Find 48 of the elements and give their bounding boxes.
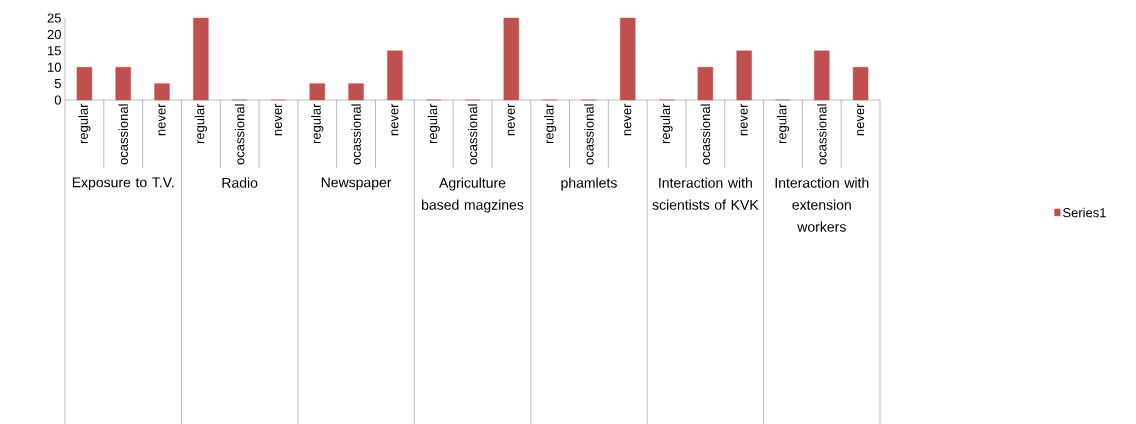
- text: phamlets: [561, 177, 617, 191]
- x-tick-label: never: [158, 103, 166, 136]
- x-tick-label: never: [507, 103, 515, 136]
- x-tick-label: ocassional: [467, 104, 478, 165]
- bar: [348, 83, 364, 101]
- x-tick-label: ocassional: [118, 104, 128, 165]
- x-tick-label: regular: [776, 103, 790, 144]
- y-tick-label: 5: [54, 79, 61, 89]
- y-tick-label: 0: [54, 95, 61, 105]
- x-tick-label: never: [391, 103, 399, 136]
- x-tick-label: regular: [544, 103, 557, 144]
- text: Newspaper: [321, 177, 392, 191]
- text: Agriculture based magzines: [422, 177, 524, 213]
- x-tick-label: regular: [427, 103, 440, 144]
- x-tick-label: ocassional: [700, 104, 711, 165]
- bar: [697, 67, 714, 101]
- bar: [115, 67, 131, 101]
- bar: [387, 50, 403, 101]
- bar: [193, 17, 209, 101]
- bar: [814, 50, 830, 101]
- text: Exposure to T.V.: [72, 177, 174, 191]
- x-tick-label: ocassional: [817, 104, 827, 165]
- bar: [309, 83, 325, 101]
- x-tick-label: regular: [311, 103, 324, 144]
- text: Radio: [222, 177, 258, 188]
- x-tick-label: ocassional: [584, 104, 594, 165]
- x-tick-label: ocassional: [234, 104, 245, 165]
- y-tick-label: 15: [48, 46, 61, 56]
- x-tick-label: never: [740, 103, 748, 136]
- bar: [620, 17, 636, 101]
- x-tick-label: never: [274, 103, 283, 136]
- bar: [503, 17, 520, 101]
- text: Interaction with scientists of KVK: [652, 177, 759, 210]
- legend-label: Series1: [1063, 207, 1106, 218]
- x-tick-label: ocassional: [351, 104, 361, 165]
- x-tick-label: regular: [660, 103, 673, 144]
- y-tick-label: 25: [47, 13, 61, 23]
- x-tick-label: regular: [194, 103, 207, 144]
- bar: [76, 67, 93, 101]
- text: Interaction with extension workers: [775, 177, 869, 232]
- bar: [736, 50, 752, 101]
- y-tick-label: 20: [47, 29, 61, 40]
- bar: [154, 83, 170, 101]
- x-tick-label: never: [624, 103, 632, 136]
- x-tick-label: never: [857, 103, 865, 136]
- x-tick-label: regular: [78, 103, 91, 144]
- bar: [852, 67, 869, 101]
- y-tick-label: 10: [48, 62, 61, 72]
